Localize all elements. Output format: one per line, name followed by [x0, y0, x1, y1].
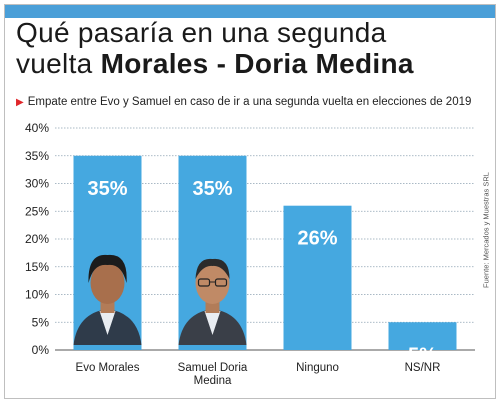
x-tick-label: Evo Morales — [76, 362, 140, 374]
chart-title: Qué pasaría en una segunda vuelta Morale… — [16, 17, 486, 79]
y-tick-label: 40% — [25, 121, 49, 135]
data-label: 26% — [297, 228, 337, 250]
x-tick-label: Samuel Doria — [178, 362, 248, 374]
title-line-2-bold: Morales - Doria Medina — [100, 48, 414, 79]
data-label: 35% — [87, 178, 127, 200]
y-tick-label: 25% — [25, 204, 49, 218]
samuel-doria-medina-photo — [178, 258, 247, 345]
evo-morales-photo — [73, 254, 142, 345]
data-label: 5% — [408, 344, 437, 366]
x-tick-label: Medina — [194, 375, 232, 387]
y-tick-label: 0% — [32, 343, 50, 357]
y-tick-label: 30% — [25, 177, 49, 191]
top-accent-bar — [5, 5, 495, 18]
chart-subtitle: ▶ Empate entre Evo y Samuel en caso de ir… — [16, 96, 486, 108]
y-tick-label: 10% — [25, 288, 49, 302]
title-line-2-prefix: vuelta — [16, 48, 101, 79]
data-label: 35% — [192, 178, 232, 200]
y-tick-label: 35% — [25, 149, 49, 163]
bar — [283, 205, 352, 350]
y-tick-label: 15% — [25, 260, 49, 274]
bar — [388, 322, 457, 350]
x-tick-label: Ninguno — [296, 362, 339, 374]
subtitle-text: Empate entre Evo y Samuel en caso de ir … — [27, 96, 472, 108]
y-tick-label: 20% — [25, 232, 49, 246]
title-line-2: vuelta Morales - Doria Medina — [16, 48, 414, 79]
y-tick-label: 5% — [32, 315, 50, 329]
title-line-1: Qué pasaría en una segunda — [16, 17, 387, 48]
x-tick-label: NS/NR — [405, 362, 441, 374]
red-marker-icon: ▶ — [16, 97, 24, 108]
